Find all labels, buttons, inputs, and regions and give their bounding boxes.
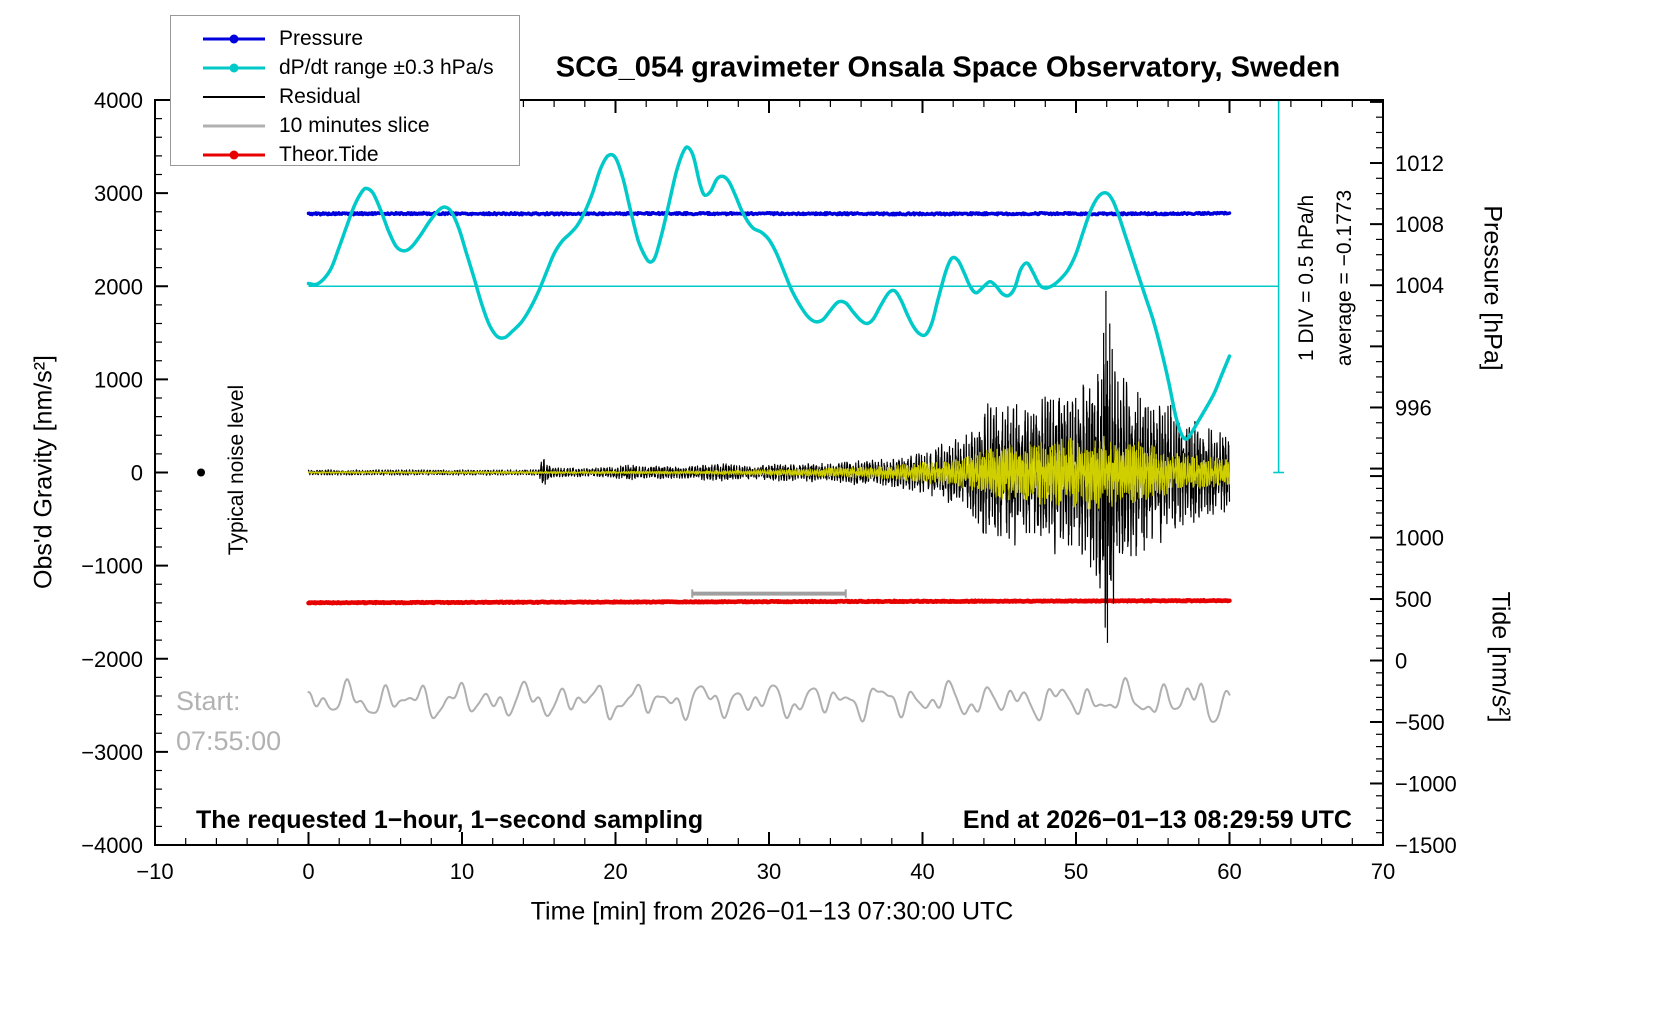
legend: Pressure dP/dt range ±0.3 hPa/s Residual 10…	[170, 15, 520, 166]
legend-item-pressure: Pressure	[171, 24, 519, 53]
x-tick-label: 10	[450, 859, 474, 884]
tide-tick-label: −500	[1395, 710, 1445, 735]
legend-marker	[203, 62, 265, 74]
tide-tick-label: −1500	[1395, 833, 1457, 858]
series-theor-tide	[306, 597, 1232, 606]
start-label: Start:	[176, 686, 241, 716]
legend-marker	[203, 120, 265, 132]
legend-label: Residual	[279, 84, 361, 108]
x-tick-label: 30	[757, 859, 781, 884]
gravity-tick-label: 1000	[94, 367, 143, 392]
div-scale-label: 1 DIV = 0.5 hPa/h	[1295, 194, 1318, 362]
x-tick-label: 20	[603, 859, 627, 884]
x-tick-label: 40	[910, 859, 934, 884]
gravity-tick-label: −3000	[81, 740, 143, 765]
tide-tick-label: 0	[1395, 649, 1407, 674]
pressure-tick-label: 1008	[1395, 212, 1444, 237]
x-tick-label: 0	[302, 859, 314, 884]
legend-dot	[229, 63, 239, 72]
average-label: average = −0.1773	[1333, 189, 1356, 367]
legend-line	[203, 95, 265, 98]
y-axis-label-tide: Tide [nm/s²]	[1486, 591, 1515, 723]
x-tick-label: 60	[1217, 859, 1241, 884]
typical-noise-level-label: Typical noise level	[225, 384, 248, 556]
gravity-tick-label: −1000	[81, 554, 143, 579]
series-10-minutes-slice	[307, 676, 1231, 723]
series-residual-filtered-yellow	[307, 435, 1231, 510]
sampling-note: The requested 1−hour, 1−second sampling	[196, 806, 704, 834]
x-tick-label: 70	[1371, 859, 1395, 884]
legend-label: 10 minutes slice	[279, 113, 430, 137]
series-pressure	[306, 210, 1232, 217]
series-dp-dt-range-0-3-hpa-s	[306, 145, 1232, 441]
legend-marker	[203, 33, 265, 45]
legend-label: Pressure	[279, 26, 364, 50]
start-time-value: 07:55:00	[176, 726, 282, 756]
legend-marker	[203, 149, 265, 161]
x-tick-label: −10	[136, 859, 173, 884]
y-axis-label-pressure: Pressure [hPa]	[1478, 205, 1507, 371]
legend-item-dp-dt-range-0-3-hpa-s: dP/dt range ±0.3 hPa/s	[171, 53, 519, 82]
pressure-tick-label: 1012	[1395, 151, 1444, 176]
legend-item-theor-tide: Theor.Tide	[171, 140, 519, 169]
x-axis-label: Time [min] from 2026−01−13 07:30:00 UTC	[530, 897, 1014, 926]
tide-tick-label: 1000	[1395, 526, 1444, 551]
tide-tick-label: −1000	[1395, 771, 1457, 796]
chart-title: SCG_054 gravimeter Onsala Space Observat…	[555, 51, 1341, 84]
x-tick-label: 50	[1064, 859, 1088, 884]
legend-item-10-minutes-slice: 10 minutes slice	[171, 111, 519, 140]
y-axis-label-gravity: Obs'd Gravity [nm/s²]	[29, 355, 58, 589]
legend-label: dP/dt range ±0.3 hPa/s	[279, 55, 494, 79]
gravity-tick-label: −4000	[81, 833, 143, 858]
legend-label: Theor.Tide	[279, 142, 379, 166]
gravity-tick-label: 2000	[94, 274, 143, 299]
noise-level-dot	[197, 468, 206, 477]
legend-item-residual: Residual	[171, 82, 519, 111]
gravity-tick-label: 3000	[94, 181, 143, 206]
gravity-tick-label: 4000	[94, 88, 143, 113]
legend-line	[203, 124, 265, 127]
legend-marker	[203, 91, 265, 103]
legend-dot	[229, 34, 239, 43]
gravity-tick-label: −2000	[81, 647, 143, 672]
pressure-tick-label: 996	[1395, 395, 1432, 420]
legend-dot	[229, 150, 239, 159]
end-time-note: End at 2026−01−13 08:29:59 UTC	[962, 806, 1352, 834]
gravity-tick-label: 0	[131, 461, 143, 486]
tide-tick-label: 500	[1395, 587, 1432, 612]
pressure-tick-label: 1004	[1395, 273, 1444, 298]
